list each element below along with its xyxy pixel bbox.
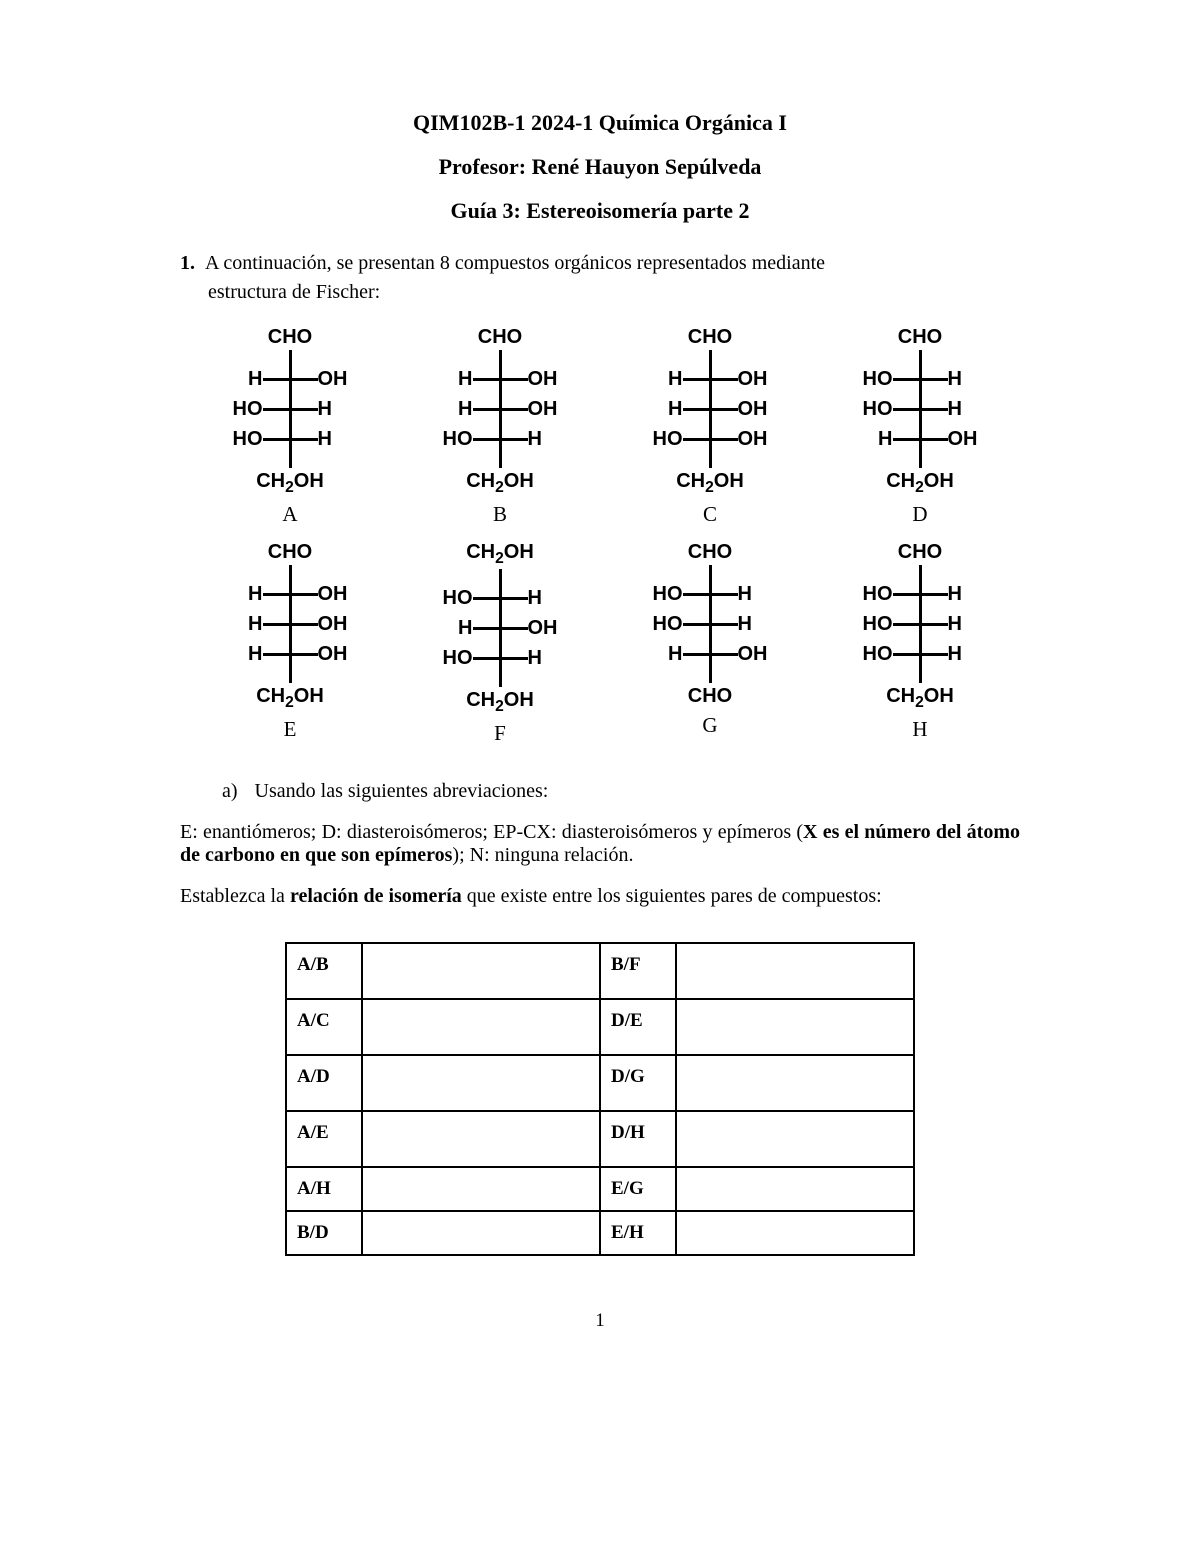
pair-label: D/H (600, 1111, 676, 1167)
answer-cell[interactable] (362, 1167, 600, 1211)
part-a-text: Usando las siguientes abreviaciones: (255, 780, 549, 802)
part-a: a) Usando las siguientes abreviaciones: (180, 780, 1020, 803)
instruction-line: Establezca la relación de isomería que e… (180, 885, 1020, 908)
question-intro: 1. A continuación, se presentan 8 compue… (180, 252, 1020, 304)
compound-label: D (820, 502, 1020, 527)
answer-cell[interactable] (362, 1211, 600, 1255)
table-row: A/C D/E (286, 999, 914, 1055)
pair-label: B/F (600, 943, 676, 999)
compound-F: CH2OH HO H H OH HO H CH2OH F (400, 541, 600, 746)
compound-A: CHO H OH HO H HO H CH2OH A (190, 326, 390, 527)
compound-label: G (610, 713, 810, 738)
compound-H: CHO HO H HO H HO H CH2OH H (820, 541, 1020, 746)
compound-label: C (610, 502, 810, 527)
abbreviation-definitions: E: enantiómeros; D: diasteroisómeros; EP… (180, 821, 1020, 867)
title-block: QIM102B-1 2024-1 Química Orgánica I Prof… (180, 110, 1020, 224)
answer-table: A/B B/F A/C D/E A/D D/G A/E D/H A/H E/G … (285, 942, 915, 1256)
answer-cell[interactable] (676, 999, 914, 1055)
instruction-pre: Establezca la (180, 885, 290, 907)
defs-post: ); N: ninguna relación. (452, 844, 633, 866)
table-row: A/B B/F (286, 943, 914, 999)
pair-label: D/G (600, 1055, 676, 1111)
answer-cell[interactable] (676, 1111, 914, 1167)
answer-cell[interactable] (362, 999, 600, 1055)
course-title: QIM102B-1 2024-1 Química Orgánica I (180, 110, 1020, 136)
pair-label: E/G (600, 1167, 676, 1211)
pair-label: A/C (286, 999, 362, 1055)
compound-label: H (820, 717, 1020, 742)
table-row: A/D D/G (286, 1055, 914, 1111)
pair-label: A/D (286, 1055, 362, 1111)
answer-cell[interactable] (676, 1055, 914, 1111)
compound-label: E (190, 717, 390, 742)
question-intro-b: estructura de Fischer: (208, 281, 1020, 304)
instruction-bold: relación de isomería (290, 885, 462, 907)
instruction-post: que existe entre los siguientes pares de… (462, 885, 882, 907)
question-number: 1. (180, 252, 195, 275)
answer-cell[interactable] (676, 943, 914, 999)
compound-B: CHO H OH H OH HO H CH2OH B (400, 326, 600, 527)
professor-line: Profesor: René Hauyon Sepúlveda (180, 154, 1020, 180)
answer-cell[interactable] (362, 1111, 600, 1167)
pair-label: B/D (286, 1211, 362, 1255)
fischer-compounds: CHO H OH HO H HO H CH2OH A CHO (190, 326, 1020, 746)
compound-G: CHO HO H HO H H OH CHO G (610, 541, 810, 746)
compound-label: A (190, 502, 390, 527)
defs-pre: E: enantiómeros; D: diasteroisómeros; EP… (180, 821, 803, 843)
page: QIM102B-1 2024-1 Química Orgánica I Prof… (0, 0, 1200, 1372)
page-number: 1 (180, 1310, 1020, 1332)
compound-E: CHO H OH H OH H OH CH2OH E (190, 541, 390, 746)
pair-label: E/H (600, 1211, 676, 1255)
compound-label: B (400, 502, 600, 527)
table-row: B/D E/H (286, 1211, 914, 1255)
answer-cell[interactable] (676, 1167, 914, 1211)
answer-cell[interactable] (362, 1055, 600, 1111)
compound-label: F (400, 721, 600, 746)
compound-C: CHO H OH H OH HO OH CH2OH C (610, 326, 810, 527)
pair-label: D/E (600, 999, 676, 1055)
compound-D: CHO HO H HO H H OH CH2OH D (820, 326, 1020, 527)
answer-cell[interactable] (362, 943, 600, 999)
answer-cell[interactable] (676, 1211, 914, 1255)
table-row: A/E D/H (286, 1111, 914, 1167)
pair-label: A/B (286, 943, 362, 999)
pair-label: A/E (286, 1111, 362, 1167)
table-row: A/H E/G (286, 1167, 914, 1211)
question-intro-a: A continuación, se presentan 8 compuesto… (205, 252, 825, 275)
guide-title: Guía 3: Estereoisomería parte 2 (180, 198, 1020, 224)
pair-label: A/H (286, 1167, 362, 1211)
part-a-letter: a) (222, 780, 238, 802)
